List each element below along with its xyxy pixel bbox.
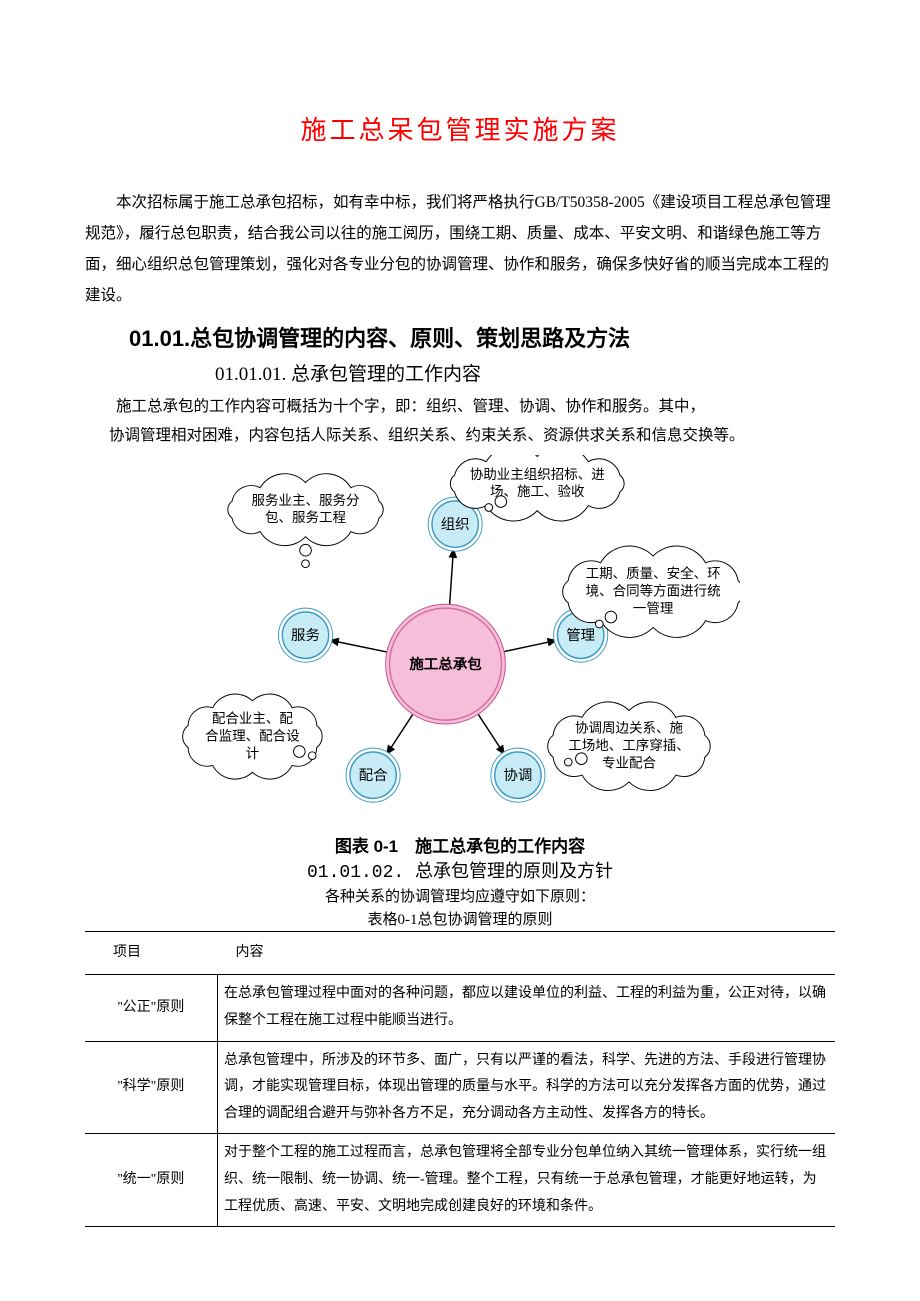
- table-row: ''统一"原则对于整个工程的施工过程而言，总承包管理将全部专业分包单位纳入其统一…: [85, 1134, 835, 1227]
- svg-text:服务: 服务: [291, 627, 320, 644]
- svg-text:一管理: 一管理: [633, 601, 674, 616]
- svg-text:工场地、工序穿插、: 工场地、工序穿插、: [568, 738, 689, 753]
- svg-text:计: 计: [246, 746, 260, 761]
- center-node-label: 施工总承包: [409, 655, 482, 673]
- svg-text:服务业主、服务分: 服务业主、服务分: [252, 493, 360, 508]
- principle-label: ''统一"原则: [85, 1134, 218, 1227]
- principle-content: 对于整个工程的施工过程而言，总承包管理将全部专业分包单位纳入其统一管理体系，实行…: [218, 1134, 836, 1227]
- para-010101-a: 施工总承包的工作内容可概括为十个字，即：组织、管理、协调、协作和服务。其中，: [85, 392, 835, 421]
- principle-label: ''科学"原则: [85, 1041, 218, 1134]
- table-caption: 表格0-1总包协调管理的原则: [85, 908, 835, 929]
- svg-text:配合业主、配: 配合业主、配: [212, 711, 293, 726]
- svg-text:协调周边关系、施: 协调周边关系、施: [575, 721, 683, 736]
- svg-text:工期、质量、安全、环: 工期、质量、安全、环: [586, 565, 721, 581]
- sub-caption-010102: 各种关系的协调管理均应遵守如下原则：: [85, 885, 835, 906]
- diagram-container: 施工总承包组织管理协调配合服务协助业主组织招标、进场、施工、验收工期、质量、安全…: [180, 455, 740, 857]
- cloud-coop: 配合业主、配合监理、配合设计: [183, 694, 323, 779]
- col-header-item: 项目: [85, 931, 218, 975]
- node-serve: 服务: [278, 608, 332, 662]
- table-row: ''科学"原则总承包管理中，所涉及的环节多、面广，只有以严谨的看法，科学、先进的…: [85, 1041, 835, 1134]
- table-header-row: 项目 内容: [85, 931, 835, 975]
- svg-text:组织: 组织: [441, 516, 470, 533]
- table-row: ''公正"原则在总承包管理过程中面对的各种问题，都应以建设单位的利益、工程的利益…: [85, 975, 835, 1041]
- heading-0101: 01.01.总包协调管理的内容、原则、策划思路及方法: [129, 321, 835, 353]
- svg-text:专业配合: 专业配合: [602, 755, 656, 770]
- cloud-coord: 协调周边关系、施工场地、工序穿插、专业配合: [548, 702, 711, 791]
- svg-text:境、合同等方面进行统: 境、合同等方面进行统: [586, 582, 721, 598]
- cloud-serve: 服务业主、服务分包、服务工程: [228, 474, 383, 568]
- svg-text:配合: 配合: [359, 767, 388, 784]
- node-coop: 配合: [346, 748, 400, 802]
- svg-text:管理: 管理: [566, 627, 595, 644]
- doc-title: 施工总呆包管理实施方案: [85, 110, 835, 147]
- principle-label: ''公正"原则: [85, 975, 218, 1041]
- svg-text:协调: 协调: [503, 767, 532, 784]
- principles-table: 项目 内容 ''公正"原则在总承包管理过程中面对的各种问题，都应以建设单位的利益…: [85, 931, 835, 1227]
- svg-text:协助业主组织招标、进: 协助业主组织招标、进: [470, 467, 605, 482]
- para-010101-b: 协调管理相对困难，内容包括人际关系、组织关系、约束关系、资源供求关系和信息交换等…: [109, 421, 835, 450]
- principle-content: 总承包管理中，所涉及的环节多、面广，只有以严谨的看法，科学、先进的方法、手段进行…: [218, 1041, 836, 1134]
- page: 施工总呆包管理实施方案 本次招标属于施工总承包招标，如有幸中标，我们将严格执行G…: [0, 0, 920, 1267]
- contract-work-diagram: 施工总承包组织管理协调配合服务协助业主组织招标、进场、施工、验收工期、质量、安全…: [180, 455, 740, 825]
- svg-text:包、服务工程: 包、服务工程: [265, 510, 346, 525]
- node-coord: 协调: [491, 748, 545, 802]
- heading-010101: 01.01.01. 总承包管理的工作内容: [215, 359, 835, 386]
- diagram-caption: 图表 0-1 施工总承包的工作内容: [180, 832, 740, 857]
- intro-paragraph: 本次招标属于施工总承包招标，如有幸中标，我们将严格执行GB/T50358-200…: [85, 187, 835, 311]
- principle-content: 在总承包管理过程中面对的各种问题，都应以建设单位的利益、工程的利益为重，公正对待…: [218, 975, 836, 1041]
- col-header-content: 内容: [218, 931, 836, 975]
- heading-010102: 01.01.02. 总承包管理的原则及方针: [85, 857, 835, 883]
- svg-text:合监理、配合设: 合监理、配合设: [205, 728, 300, 743]
